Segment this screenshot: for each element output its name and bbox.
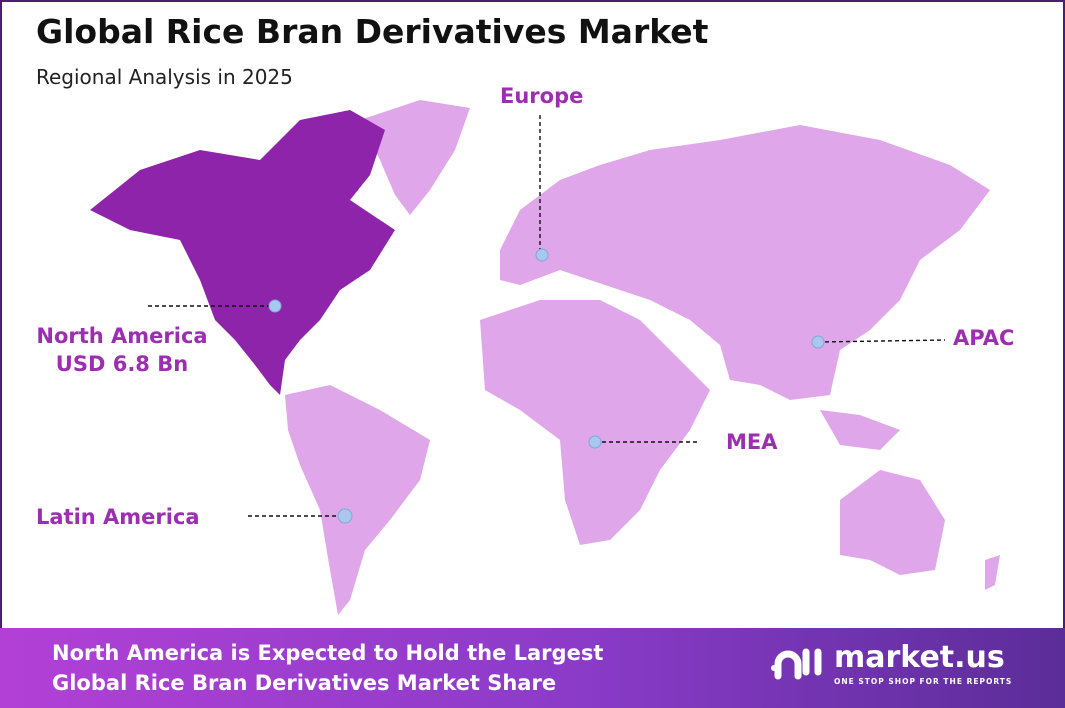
logo-tagline: ONE STOP SHOP FOR THE REPORTS (834, 677, 1013, 686)
page-subtitle: Regional Analysis in 2025 (36, 65, 293, 89)
greenland (360, 100, 470, 215)
new-zealand (985, 555, 1000, 590)
label-mea: MEA (726, 430, 778, 454)
europe-asia (500, 125, 990, 400)
north-america-highlight (90, 110, 395, 395)
logo-icon (771, 648, 822, 680)
australia (840, 470, 945, 575)
banner-line-1: North America is Expected to Hold the La… (52, 641, 604, 665)
banner-text: North America is Expected to Hold the La… (52, 638, 732, 698)
marker-apac (811, 335, 825, 349)
region-value: USD 6.8 Bn (55, 352, 189, 376)
marker-mea (588, 435, 602, 449)
africa (480, 300, 710, 545)
world-map (90, 100, 1000, 615)
region-name: North America (36, 324, 208, 348)
banner-line-2: Global Rice Bran Derivatives Market Shar… (52, 671, 557, 695)
label-latin-america: Latin America (36, 505, 200, 529)
logo: market.us ONE STOP SHOP FOR THE REPORTS (770, 640, 1060, 688)
label-europe: Europe (500, 84, 584, 108)
label-north-america: North America USD 6.8 Bn (14, 322, 230, 378)
marker-latin-america (337, 508, 353, 524)
southeast-asia (820, 410, 900, 450)
bottom-banner: North America is Expected to Hold the La… (0, 628, 1065, 708)
marker-europe (535, 248, 549, 262)
leader-apac (817, 339, 946, 343)
label-apac: APAC (953, 326, 1015, 350)
logo-name: market.us (834, 640, 1005, 675)
logo-text: market.us ONE STOP SHOP FOR THE REPORTS (834, 640, 1012, 688)
page-title: Global Rice Bran Derivatives Market (36, 12, 709, 51)
marker-north-america (268, 299, 282, 313)
south-america (285, 385, 430, 615)
